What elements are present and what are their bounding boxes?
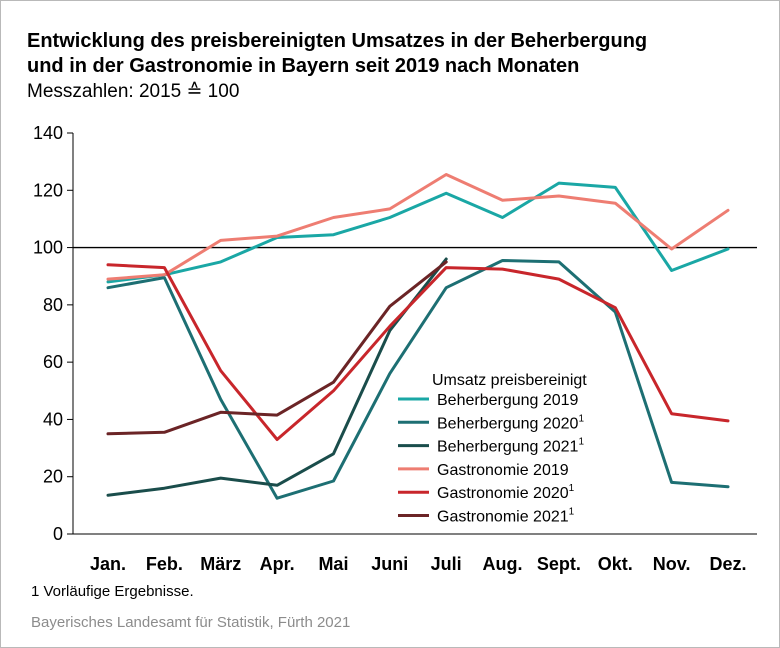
x-tick-label: Dez.: [709, 554, 746, 574]
x-tick-label: Juli: [431, 554, 462, 574]
y-tick-label: 20: [43, 467, 63, 487]
y-tick-label: 0: [53, 524, 63, 544]
chart-subtitle: Messzahlen: 2015 ≙ 100: [27, 81, 240, 102]
legend-entry: Gastronomie 2019: [437, 462, 569, 479]
legend-footnote-mark: 1: [569, 483, 575, 494]
x-tick-label: Nov.: [653, 554, 691, 574]
x-tick-label: Mai: [318, 554, 348, 574]
x-tick-label: Feb.: [146, 554, 183, 574]
x-tick-label: Jan.: [90, 554, 126, 574]
legend-footnote-mark: 1: [578, 413, 584, 424]
y-tick-label: 60: [43, 352, 63, 372]
legend-entry: Gastronomie 20211: [437, 507, 575, 526]
y-tick-label: 120: [33, 180, 63, 200]
legend-footnote-mark: 1: [578, 437, 584, 448]
y-tick-label: 40: [43, 409, 63, 429]
series-line-beherbergung-2020: [106, 259, 730, 500]
x-tick-label: Sept.: [537, 554, 581, 574]
legend-entry: Beherbergung 20201: [437, 413, 584, 432]
series-line-gastronomie-2020: [106, 263, 730, 441]
series-line-beherbergung-2019: [106, 181, 730, 284]
x-tick-label: Juni: [371, 554, 408, 574]
legend: Umsatz preisbereinigt Beherbergung 2019 Be…: [398, 372, 587, 526]
legend-footnote-mark: 1: [569, 507, 575, 518]
footnote: 1 Vorläufige Ergebnisse.: [31, 583, 194, 600]
x-tick-label: Aug.: [483, 554, 523, 574]
legend-title: Umsatz preisbereinigt: [432, 372, 587, 389]
legend-entry: Beherbergung 20211: [437, 437, 584, 456]
source-note: Bayerisches Landesamt für Statistik, Für…: [31, 614, 351, 631]
chart-title: Entwicklung des preisbereinigten Umsatze…: [27, 29, 647, 79]
chart-title-line-1: Entwicklung des preisbereinigten Umsatze…: [27, 30, 648, 52]
legend-entry: Beherbergung 2019: [437, 392, 579, 409]
y-tick-label: 140: [33, 123, 63, 143]
y-tick-label: 80: [43, 295, 63, 315]
chart-title-line-2: und in der Gastronomie in Bayern seit 20…: [27, 55, 580, 77]
y-tick-label: 100: [33, 238, 63, 258]
series-lines: [106, 173, 730, 500]
series-line-gastronomie-2021: [106, 260, 448, 436]
series-line-gastronomie-2019: [106, 173, 730, 281]
legend-entry: Gastronomie 20201: [437, 483, 575, 502]
axes: 0 20 40 60 80 100 120 140 Jan. Feb. März Apr. Mai Jun…: [33, 123, 757, 574]
series-line-beherbergung-2021: [106, 257, 448, 497]
x-tick-label: März: [200, 554, 241, 574]
x-tick-label: Okt.: [598, 554, 633, 574]
x-tick-label: Apr.: [260, 554, 295, 574]
